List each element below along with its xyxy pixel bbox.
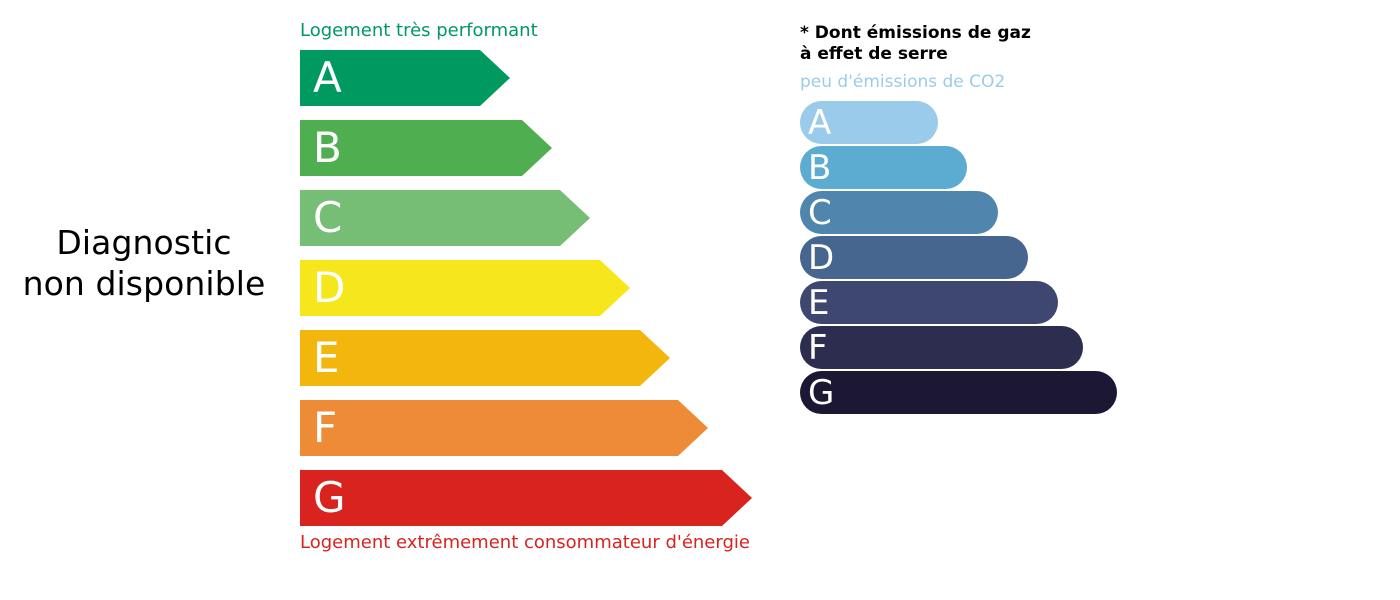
- ghg-bar-g[interactable]: G: [800, 371, 1117, 414]
- energy-bar-b[interactable]: B: [300, 120, 552, 176]
- ghg-bar-letter-a: A: [808, 102, 832, 143]
- ghg-bar-c[interactable]: C: [800, 191, 998, 234]
- energy-bar-g[interactable]: G: [300, 470, 752, 526]
- ghg-bar-f[interactable]: F: [800, 326, 1083, 369]
- ghg-scale: * Dont émissions de gaz à effet de serre…: [800, 0, 1130, 600]
- energy-bar-f[interactable]: F: [300, 400, 708, 456]
- energy-bar-shape-b: [300, 120, 552, 176]
- diagnostic-unavailable-notice: Diagnostic non disponible: [0, 222, 288, 304]
- ghg-bar-e[interactable]: E: [800, 281, 1058, 324]
- energy-bar-d[interactable]: D: [300, 260, 630, 316]
- ghg-bar-letter-e: E: [808, 282, 830, 323]
- energy-bar-a[interactable]: A: [300, 50, 510, 106]
- notice-line-1: Diagnostic: [56, 223, 232, 262]
- energy-bottom-label: Logement extrêmement consommateur d'éner…: [300, 532, 750, 553]
- ghg-bar-letter-g: G: [808, 372, 835, 413]
- notice-line-2: non disponible: [22, 264, 266, 303]
- ghg-bar-a[interactable]: A: [800, 101, 938, 144]
- energy-bar-shape-d: [300, 260, 630, 316]
- ghg-title: * Dont émissions de gaz à effet de serre: [800, 23, 1031, 65]
- energy-bar-e[interactable]: E: [300, 330, 670, 386]
- energy-top-label: Logement très performant: [300, 20, 538, 41]
- ghg-bar-letter-f: F: [808, 327, 828, 368]
- energy-bar-shape-c: [300, 190, 590, 246]
- energy-bar-shape-f: [300, 400, 708, 456]
- ghg-bar-letter-b: B: [808, 147, 832, 188]
- ghg-bar-d[interactable]: D: [800, 236, 1028, 279]
- ghg-subtitle: peu d'émissions de CO2: [800, 72, 1006, 92]
- ghg-bar-b[interactable]: B: [800, 146, 967, 189]
- ghg-title-line-2: à effet de serre: [800, 44, 948, 64]
- energy-bar-shape-e: [300, 330, 670, 386]
- ghg-bar-letter-d: D: [808, 237, 835, 278]
- ghg-title-line-1: * Dont émissions de gaz: [800, 23, 1031, 43]
- energy-bar-shape-a: [300, 50, 510, 106]
- ghg-bar-letter-c: C: [808, 192, 832, 233]
- energy-bar-c[interactable]: C: [300, 190, 590, 246]
- energy-bar-shape-g: [300, 470, 752, 526]
